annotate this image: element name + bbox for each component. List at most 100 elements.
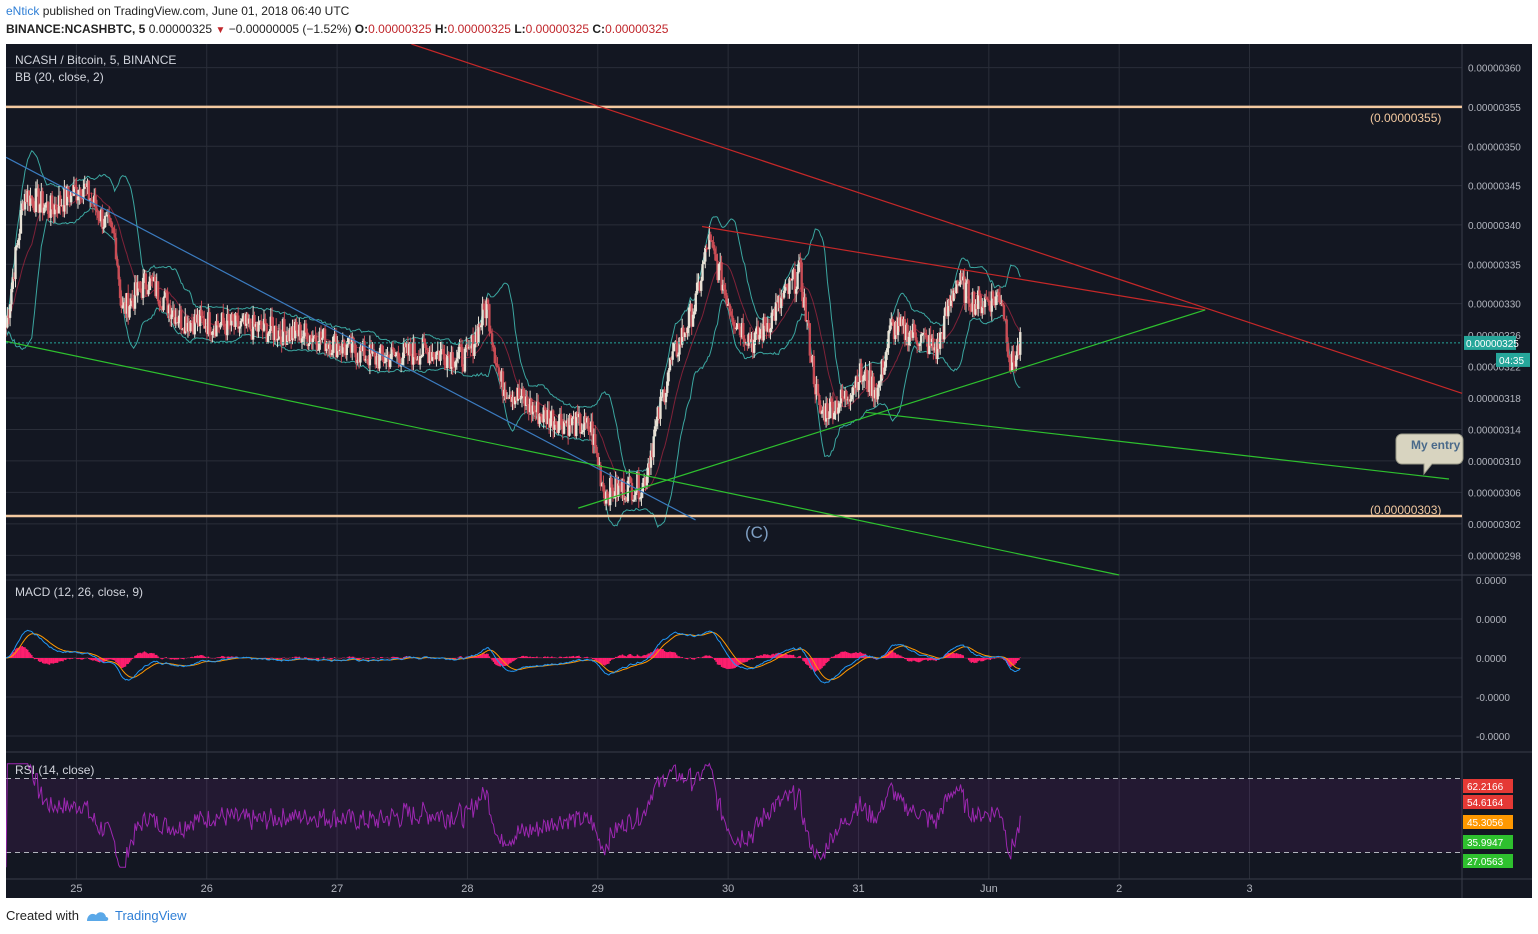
candle-body [799, 260, 802, 263]
level-lower-label: (0.00000303) [1370, 503, 1441, 517]
candle-body [915, 340, 919, 345]
horizontal-levels[interactable] [6, 105, 1462, 518]
time-axis[interactable]: 25 26 27 28 29 30 31 Jun 2 3 [70, 883, 1252, 895]
candle-body [865, 369, 869, 389]
candle-body [467, 347, 471, 349]
candle-body [782, 290, 786, 298]
candle-body [857, 382, 860, 391]
candle-body [215, 320, 218, 337]
candle-body [1008, 356, 1011, 363]
candle-body [333, 333, 336, 337]
candle-body [264, 318, 267, 324]
candle-body [888, 325, 892, 331]
candle-body [141, 277, 145, 298]
candle-body [680, 327, 684, 345]
candle-body [262, 318, 266, 331]
candle-body [682, 327, 685, 337]
candle-body [602, 483, 605, 492]
candle-body [155, 281, 158, 297]
candle-body [828, 398, 832, 419]
candle-body [239, 321, 243, 327]
candle-body [727, 304, 730, 306]
candle-body [698, 282, 702, 291]
candle-body [652, 436, 655, 458]
wave-label[interactable]: (C) [745, 523, 769, 542]
candle-body [193, 313, 196, 335]
candle-body [23, 193, 27, 210]
legend-title: NCASH / Bitcoin, 5, BINANCE [15, 53, 176, 67]
candle-body [88, 199, 92, 201]
candle-body [801, 291, 805, 308]
candle-body [31, 198, 35, 208]
candle-body [929, 335, 932, 346]
candle-body [313, 335, 316, 339]
candle-body [845, 390, 848, 401]
rsi-axis-tick: 35.9947 [1467, 838, 1504, 849]
candle-body [375, 356, 378, 365]
candle-body [716, 260, 719, 281]
candle-body [659, 396, 662, 419]
candle-body [303, 323, 306, 337]
candle-body [770, 312, 774, 329]
author-link[interactable]: eNtick [6, 4, 40, 18]
candle-body [188, 322, 191, 332]
candle-body [284, 331, 287, 345]
candle-body [666, 381, 669, 393]
candle-body [413, 342, 416, 358]
candle-body [489, 331, 492, 334]
time-axis-tick: 3 [1246, 883, 1252, 895]
candle-body [68, 196, 72, 203]
candle-body [773, 310, 776, 321]
candle-body [976, 290, 980, 310]
candle-body [934, 347, 938, 360]
candle-body [687, 307, 691, 328]
chart-canvas[interactable]: 0.00000360 0.00000355 0.00000350 0.00000345… [4, 43, 1532, 898]
candle-body [657, 407, 661, 419]
price-axis-tick: 0.00000335 [1468, 260, 1521, 271]
candle-body [238, 326, 241, 329]
candle-body [723, 284, 726, 290]
candle-body [106, 214, 110, 216]
candle-body [981, 306, 984, 314]
candle-body [469, 347, 472, 349]
candle-body [738, 323, 741, 330]
candle-body [504, 389, 507, 399]
candle-body [545, 410, 548, 425]
candle-body [154, 276, 157, 297]
candle-body [1013, 362, 1017, 367]
candle-body [27, 190, 31, 206]
candle-body [991, 291, 995, 299]
candle-body [394, 354, 397, 356]
candle-body [833, 412, 836, 420]
candle-body [956, 280, 960, 285]
candle-body [970, 306, 973, 312]
candle-body [470, 335, 473, 349]
trendlines[interactable] [5, 43, 1463, 576]
candle-body [15, 245, 19, 248]
candle-body [431, 352, 434, 361]
candle-body [222, 313, 225, 324]
candle-body [982, 306, 985, 308]
candle-body [167, 305, 171, 314]
candle-body [329, 344, 332, 356]
candle-body [433, 357, 437, 360]
candle-body [325, 343, 328, 352]
candle-body [667, 370, 670, 382]
candle-body [408, 343, 411, 356]
candle-body [380, 345, 384, 355]
candle-body [876, 387, 879, 400]
time-axis-tick: 25 [70, 883, 82, 895]
candle-body [887, 330, 890, 349]
candle-body [72, 185, 76, 196]
trendline [411, 43, 1463, 394]
candle-body [398, 358, 401, 367]
candle-body [420, 356, 423, 358]
tradingview-link[interactable]: TradingView [114, 908, 187, 923]
candle-body [575, 412, 578, 436]
chart-frame[interactable]: 0.00000360 0.00000355 0.00000350 0.00000345… [4, 43, 1532, 898]
my-entry-callout[interactable]: My entry [1395, 433, 1464, 476]
candle-body [230, 314, 233, 326]
candle-body [952, 290, 955, 301]
candle-body [566, 420, 570, 436]
candle-body [360, 346, 363, 352]
